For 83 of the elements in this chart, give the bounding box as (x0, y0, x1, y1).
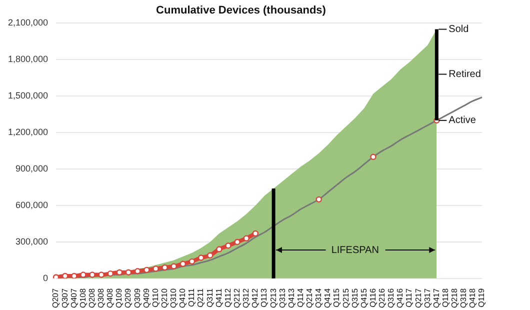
x-tick-label: Q116 (368, 288, 378, 308)
x-tick-label: Q118 (440, 288, 450, 308)
x-tick-label: Q216 (378, 288, 387, 308)
point (116, 269, 123, 276)
point (89, 272, 96, 278)
x-tick-label: Q211 (196, 288, 206, 308)
point (370, 154, 376, 160)
annotation: Active (448, 115, 476, 126)
x-tick-label: Q408 (106, 288, 115, 308)
x-tick-label: Q113 (260, 288, 269, 308)
point (162, 264, 168, 271)
point (225, 242, 232, 249)
point (144, 266, 150, 274)
x-tick-label: Q316 (386, 288, 396, 308)
x-tick-label: Q314 (314, 288, 324, 308)
x-tick-label: Q209 (124, 288, 133, 308)
x-tick-label: Q109 (114, 288, 124, 308)
x-tick-label: Q418 (468, 288, 478, 308)
x-tick-label: Q308 (96, 288, 106, 308)
x-tick-label: Q210 (160, 288, 169, 308)
x-tick-label: Q309 (132, 288, 142, 308)
point (152, 266, 159, 272)
x-tick-label: Q119 (477, 288, 486, 308)
point (234, 238, 240, 246)
point (188, 258, 196, 265)
point (316, 196, 322, 203)
x-tick-label: Q310 (169, 288, 178, 308)
point (243, 235, 250, 242)
x-tick-label: Q317 (422, 288, 432, 308)
point (216, 246, 222, 252)
x-tick-label: Q414 (323, 288, 332, 308)
x-tick-label: Q218 (450, 288, 460, 308)
x-tick-label: Q311 (205, 288, 214, 308)
x-tick-label: Q114 (296, 288, 305, 308)
x-tick-label: Q315 (350, 288, 360, 308)
x-tick-label: Q409 (142, 288, 151, 308)
y-tick-label: 1,800,000 (8, 54, 48, 64)
chart-title: Cumulative Devices (thousands) (156, 4, 326, 17)
x-tick-label: Q111 (187, 288, 196, 307)
y-tick-label: 0 (43, 272, 48, 283)
y-tick-label: 300,000 (15, 236, 48, 246)
x-tick-label: Q110 (150, 288, 160, 308)
x-tick-label: Q410 (178, 288, 188, 308)
annotation: LIFESPAN (331, 245, 379, 256)
y-tick-label: 1,500,000 (8, 90, 48, 101)
x-tick-label: Q215 (341, 288, 350, 308)
x-tick-label: Q108 (78, 288, 88, 308)
x-tick-label: Q214 (305, 288, 314, 308)
y-tick-label: 1,200,000 (8, 127, 48, 138)
point (207, 252, 214, 258)
x-tick-label: Q117 (404, 288, 414, 308)
point (80, 272, 86, 278)
point (134, 268, 141, 274)
annotation: Sold (448, 24, 469, 36)
point (198, 254, 204, 261)
x-tick-label: Q318 (459, 288, 468, 308)
point (252, 230, 259, 237)
point (180, 260, 186, 267)
x-tick-label: Q207 (51, 288, 60, 308)
x-tick-label: Q417 (432, 288, 441, 308)
point (125, 269, 132, 276)
x-tick-label: Q212 (232, 288, 242, 308)
y-tick-label: 600,000 (15, 200, 48, 210)
x-tick-label: Q213 (268, 288, 278, 308)
x-tick-label: Q411 (214, 288, 224, 308)
x-tick-label: Q313 (278, 288, 287, 308)
point (170, 263, 177, 270)
x-tick-label: Q307 (60, 288, 70, 308)
x-tick-label: Q407 (69, 288, 78, 308)
x-tick-label: Q413 (286, 288, 296, 308)
x-tick-label: Q217 (414, 288, 423, 308)
y-tick-label: 2,100,000 (8, 18, 48, 28)
y-tick-label: 900,000 (15, 164, 48, 174)
point (71, 272, 78, 278)
x-tick-label: Q415 (359, 288, 368, 308)
x-tick-label: Q115 (332, 288, 342, 308)
x-tick-label: Q412 (250, 288, 260, 308)
annotation: Retired (448, 68, 481, 80)
x-tick-label: Q208 (87, 288, 96, 308)
x-tick-label: Q312 (242, 288, 251, 308)
x-tick-label: Q416 (396, 288, 405, 308)
x-tick-label: Q112 (223, 288, 232, 308)
point (107, 270, 114, 277)
